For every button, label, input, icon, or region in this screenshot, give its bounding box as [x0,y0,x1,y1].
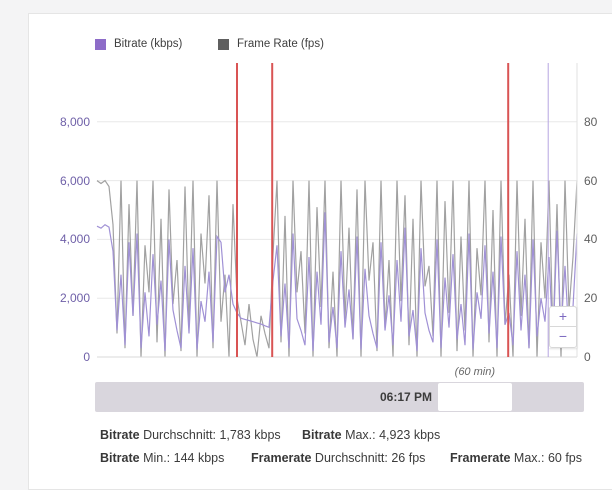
stat-term: Framerate [450,451,511,465]
stat-bitrate-average: Bitrate Durchschnitt: 1,783 kbps [100,428,281,442]
zoom-in-button[interactable]: + [549,306,577,327]
chart-zoom-controls: + − [549,306,577,348]
framerate-color-swatch-icon [218,38,229,50]
legend-item-bitrate[interactable]: Bitrate (kbps) [95,38,182,50]
left-axis-ticks: 0 2,000 4,000 6,000 8,000 [0,63,90,364]
stat-term: Bitrate [100,428,140,442]
y-tick-bitrate: 8,000 [59,114,90,129]
y-tick-bitrate: 2,000 [59,291,90,306]
timeline-time-label: 06:17 PM [379,390,432,404]
timeline-selection-window[interactable] [438,383,512,411]
bitrate-color-swatch-icon [95,38,106,50]
y-tick-framerate: 0 [584,350,591,364]
stat-bitrate-max: Bitrate Max.: 4,923 kbps [302,428,440,442]
stat-detail: Durchschnitt: 1,783 kbps [139,428,281,442]
stat-term: Bitrate [302,428,342,442]
legend-label-bitrate: Bitrate (kbps) [114,38,183,50]
stat-term: Framerate [251,451,312,465]
zoom-out-button[interactable]: − [549,327,577,348]
stat-detail: Max.: 60 fps [510,451,583,465]
y-tick-framerate: 80 [584,114,598,129]
framerate-series-line [96,179,578,358]
stat-bitrate-min: Bitrate Min.: 144 kbps [100,451,224,465]
bitrate-series-line [96,212,578,352]
stat-detail: Max.: 4,923 kbps [341,428,441,442]
chart-canvas[interactable] [96,63,578,358]
y-tick-framerate: 60 [584,173,598,188]
stat-term: Bitrate [100,451,140,465]
y-tick-bitrate: 6,000 [59,173,90,188]
right-axis-ticks: 0 20 40 60 80 [584,63,612,364]
x-axis-duration-note: (60 min) [454,366,495,378]
y-tick-framerate: 20 [584,291,598,306]
timeline-scrollbar[interactable]: 06:17 PM [95,382,584,412]
legend-item-framerate[interactable]: Frame Rate (fps) [218,38,324,50]
y-tick-framerate: 40 [584,232,598,247]
stat-framerate-average: Framerate Durchschnitt: 26 fps [251,451,425,465]
y-tick-bitrate: 4,000 [59,232,90,247]
stat-framerate-max: Framerate Max.: 60 fps [450,451,582,465]
stat-detail: Min.: 144 kbps [139,451,225,465]
screen: Bitrate (kbps) Frame Rate (fps) 0 2,000 4,… [0,13,612,490]
stat-detail: Durchschnitt: 26 fps [311,451,426,465]
legend-label-framerate: Frame Rate (fps) [237,38,324,50]
y-tick-bitrate: 0 [83,350,90,364]
